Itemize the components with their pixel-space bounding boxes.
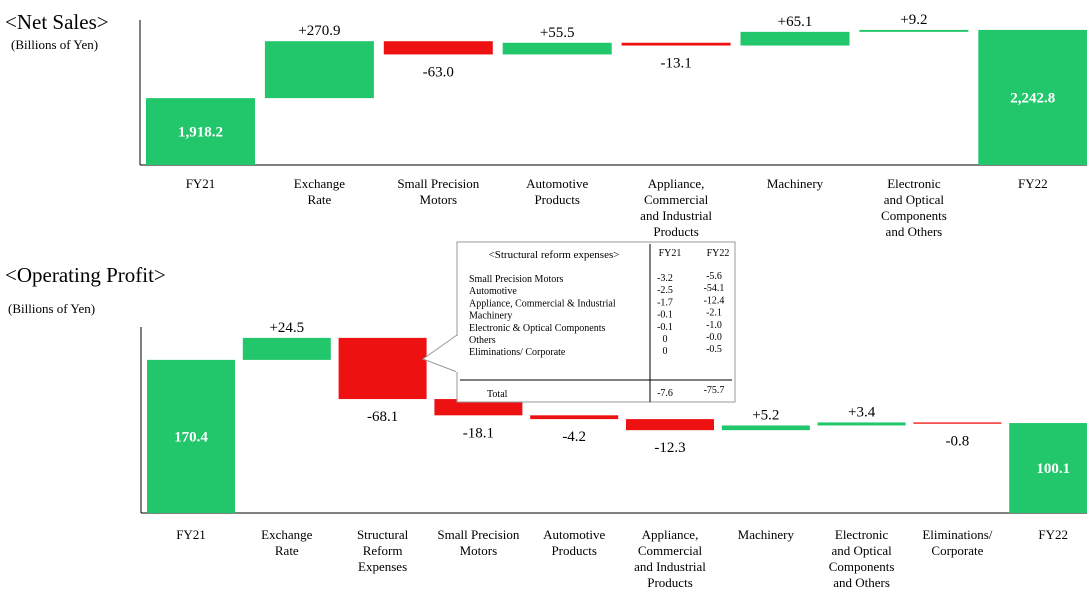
- net-sales-data-label: +65.1: [778, 14, 813, 30]
- net-sales-category-label: Small Precision Motors: [397, 176, 479, 207]
- net-sales-data-label: +270.9: [298, 23, 340, 39]
- operating-profit-plot: 170.4 FY21 +24.5 Exchange Rate -68.1 Structura…: [140, 320, 1087, 590]
- operating-profit-category-label: Machinery: [738, 527, 795, 542]
- net-sales-data-label: -63.0: [423, 64, 454, 80]
- operating-profit-bar: [1009, 423, 1087, 513]
- net-sales-category-label: Automotive Products: [526, 176, 588, 207]
- operating-profit-bar: [338, 337, 427, 400]
- note-row-label: Small Precision Motors: [469, 274, 564, 285]
- note-row-fy21: -0.1: [657, 310, 673, 321]
- operating-profit-category-label: Electronic and Optical Components and Other…: [829, 527, 895, 590]
- note-row-fy22: -0.5: [706, 344, 722, 355]
- operating-profit-data-label: -0.8: [946, 434, 970, 450]
- note-box: [456, 241, 736, 403]
- operating-profit-category-label: Exchange Rate: [261, 527, 312, 558]
- note-row-label: Automotive: [469, 286, 517, 297]
- note-row-fy21: -3.2: [657, 273, 673, 284]
- callout-pointer: [421, 334, 458, 373]
- net-sales-category-label: FY21: [186, 176, 216, 191]
- net-sales-plot: 1,918.2 FY21 +270.9 Exchange Rate -63.0 Small …: [139, 12, 1087, 239]
- net-sales-data-label: 2,242.8: [1010, 90, 1055, 106]
- net-sales-category-label: Appliance, Commercial and Industrial Produc…: [640, 176, 712, 239]
- note-title: <Structural reform expenses>: [489, 249, 620, 261]
- net-sales-bar: [621, 42, 731, 46]
- operating-profit-data-label: -68.1: [367, 409, 398, 425]
- operating-profit-data-label: -12.3: [654, 440, 685, 456]
- note-row-label: Machinery: [469, 311, 512, 322]
- operating-profit-bar: [434, 399, 523, 416]
- operating-profit-bar: [147, 359, 235, 513]
- note-col-fy21: FY21: [659, 248, 682, 259]
- operating-profit-category-label: Small Precision Motors: [437, 527, 519, 558]
- net-sales-data-label: 1,918.2: [178, 125, 223, 141]
- net-sales-category-label: Electronic and Optical Components and Other…: [881, 176, 947, 239]
- operating-profit-unit: (Billions of Yen): [8, 301, 95, 316]
- net-sales-bar: [264, 41, 374, 99]
- operating-profit-data-label: +3.4: [848, 404, 876, 420]
- net-sales-bar: [740, 31, 850, 46]
- operating-profit-data-label: +24.5: [269, 320, 304, 336]
- note-row-label: Eliminations/ Corporate: [469, 347, 566, 358]
- operating-profit-bar: [721, 425, 810, 431]
- operating-profit-bar: [530, 415, 619, 420]
- note-row-fy22: -12.4: [704, 295, 725, 306]
- operating-profit-category-label: Eliminations/Corporate: [922, 527, 992, 558]
- note-row-fy21: 0: [663, 334, 668, 345]
- operating-profit-bar: [626, 419, 714, 431]
- operating-profit-bar: [817, 422, 906, 426]
- net-sales-bar: [859, 29, 969, 32]
- operating-profit-category-label: Appliance, Commercial and Industrial Produc…: [634, 527, 706, 590]
- note-row-fy21: -2.5: [657, 285, 673, 296]
- operating-profit-bar: [242, 337, 331, 360]
- note-row-fy21: -0.1: [657, 322, 673, 333]
- operating-profit-category-label: Structural Reform Expenses: [357, 527, 409, 574]
- note-total-label: Total: [487, 389, 508, 400]
- net-sales-data-label: +55.5: [540, 25, 575, 41]
- net-sales-bar: [502, 42, 612, 55]
- operating-profit-category-label: Automotive Products: [543, 527, 605, 558]
- note-col-fy22: FY22: [707, 248, 730, 259]
- net-sales-category-label: Machinery: [767, 176, 824, 191]
- note-row-fy21: -1.7: [657, 297, 673, 308]
- operating-profit-data-label: 170.4: [174, 429, 208, 445]
- note-row-fy22: -5.6: [706, 271, 722, 282]
- note-row-label: Appliance, Commercial & Industrial: [469, 298, 616, 309]
- operating-profit-data-label: -4.2: [562, 429, 586, 445]
- note-rows: Small Precision Motors -3.2 -5.6 Automotive…: [469, 271, 724, 358]
- operating-profit-data-label: +5.2: [752, 407, 779, 423]
- note-row-label: Others: [469, 335, 496, 346]
- note-row-fy22: -0.0: [706, 332, 722, 343]
- net-sales-unit: (Billions of Yen): [11, 37, 98, 52]
- note-total-fy22: -75.7: [704, 385, 725, 396]
- net-sales-category-label: Exchange Rate: [294, 176, 345, 207]
- operating-profit-bar: [913, 422, 1002, 424]
- operating-profit-data-label: -18.1: [463, 425, 494, 441]
- net-sales-category-label: FY22: [1018, 176, 1048, 191]
- net-sales-bar: [146, 98, 255, 165]
- net-sales-bar: [978, 29, 1087, 166]
- operating-profit-category-label: FY22: [1038, 527, 1068, 542]
- operating-profit-title: <Operating Profit>: [5, 263, 166, 287]
- operating-profit-data-label: 100.1: [1036, 461, 1070, 477]
- note-row-label: Electronic & Optical Components: [469, 323, 605, 334]
- net-sales-bar: [383, 41, 493, 55]
- net-sales-title: <Net Sales>: [5, 10, 109, 34]
- note-row-fy22: -2.1: [706, 308, 722, 319]
- net-sales-data-label: +9.2: [900, 12, 927, 28]
- note-row-fy22: -1.0: [706, 320, 722, 331]
- note-row-fy22: -54.1: [704, 283, 725, 294]
- note-total-fy21: -7.6: [657, 388, 673, 399]
- operating-profit-category-label: FY21: [176, 527, 206, 542]
- net-sales-data-label: -13.1: [660, 56, 691, 72]
- note-row-fy21: 0: [663, 346, 668, 357]
- structural-reform-expenses-table: <Structural reform expenses> FY21 FY22 S…: [421, 241, 736, 403]
